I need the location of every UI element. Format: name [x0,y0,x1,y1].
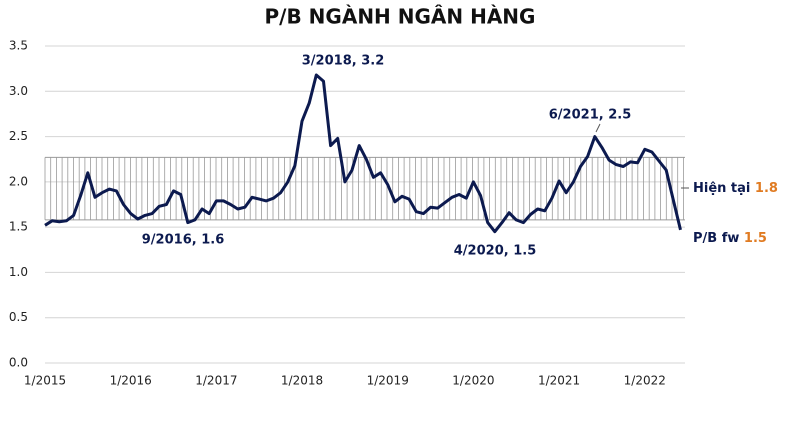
chart-title: P/B NGÀNH NGÂN HÀNG [265,5,536,29]
end-label-value: 1.5 [744,231,767,246]
y-tick-label: 3.0 [9,84,28,98]
data-line [44,73,682,234]
end-label-text: P/B fw [693,231,739,246]
y-tick-label: 2.5 [9,129,28,143]
end-label: Hiện tại 1.8 [693,181,778,196]
x-tick-label: 1/2016 [110,374,152,388]
x-tick-label: 1/2015 [24,374,66,388]
annotation: 3/2018, 3.2 [302,54,384,69]
x-tick-label: 1/2021 [538,374,580,388]
end-label: P/B fw 1.5 [693,231,767,246]
annotation-leader [595,123,601,133]
annotation: 6/2021, 2.5 [549,108,631,123]
annotation: 4/2020, 1.5 [454,244,536,259]
x-tick-label: 1/2019 [367,374,409,388]
y-tick-label: 0.0 [9,356,28,370]
x-tick-label: 1/2018 [281,374,323,388]
y-tick-label: 0.5 [9,310,28,324]
annotation: 9/2016, 1.6 [142,233,224,248]
end-label-text: Hiện tại [693,181,750,196]
band-hatch [44,157,684,220]
y-tick-label: 1.5 [9,220,28,234]
x-tick-label: 1/2022 [624,374,666,388]
end-label-value: 1.8 [755,181,778,196]
y-tick-label: 3.5 [9,39,28,53]
x-tick-label: 1/2020 [452,374,494,388]
y-tick-label: 2.0 [9,174,28,188]
x-tick-label: 1/2017 [195,374,237,388]
y-tick-label: 1.0 [9,265,28,279]
